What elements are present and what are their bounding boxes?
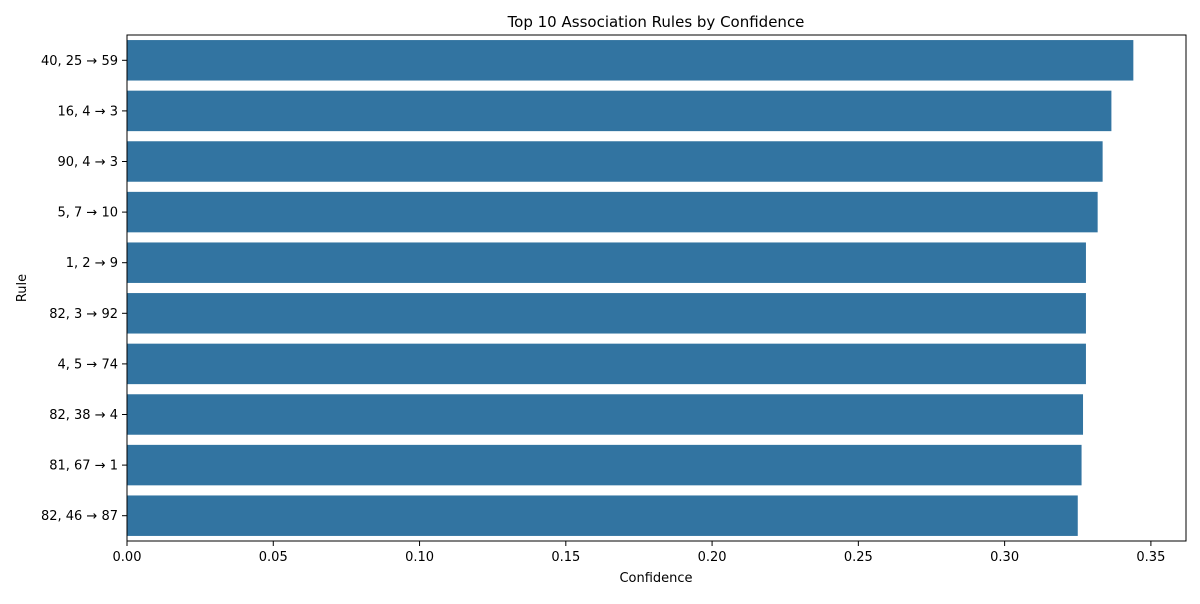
bar <box>127 90 1112 132</box>
y-tick-label: 82, 3 → 92 <box>49 307 118 322</box>
bar <box>127 444 1082 486</box>
x-tick-label: 0.35 <box>1136 550 1165 565</box>
x-tick-label: 0.10 <box>405 550 434 565</box>
y-tick-label: 82, 38 → 4 <box>49 408 118 423</box>
bar <box>127 495 1078 536</box>
y-tick-label: 5, 7 → 10 <box>57 206 118 221</box>
bar <box>127 40 1134 81</box>
axes-layer: 40, 25 → 59 16, 4 → 3 90, 4 → 3 5, 7 → 10 1,… <box>41 34 1187 565</box>
y-tick-label: 1, 2 → 9 <box>66 256 118 271</box>
x-tick-label: 0.25 <box>844 550 873 565</box>
y-tick-label: 90, 4 → 3 <box>57 155 118 170</box>
bar <box>127 141 1103 182</box>
x-tick-label: 0.05 <box>259 550 288 565</box>
bar <box>127 191 1098 233</box>
bar <box>127 242 1086 283</box>
bar <box>127 343 1086 385</box>
y-tick-label: 4, 5 → 74 <box>57 357 118 372</box>
bar <box>127 394 1084 435</box>
y-tick-label: 16, 4 → 3 <box>57 104 118 119</box>
plot-frame <box>126 34 1187 542</box>
bars-layer <box>127 40 1134 536</box>
x-axis-label: Confidence <box>619 571 692 586</box>
y-tick-label: 81, 67 → 1 <box>49 459 118 474</box>
y-axis-label: Rule <box>15 274 30 302</box>
x-tick-label: 0.20 <box>698 550 727 565</box>
chart-title: Top 10 Association Rules by Confidence <box>507 13 805 31</box>
bar <box>127 293 1086 334</box>
y-tick-label: 82, 46 → 87 <box>41 509 118 524</box>
y-tick-label: 40, 25 → 59 <box>41 54 118 69</box>
x-tick-label: 0.30 <box>990 550 1019 565</box>
x-tick-label: 0.00 <box>113 550 142 565</box>
x-tick-label: 0.15 <box>551 550 580 565</box>
